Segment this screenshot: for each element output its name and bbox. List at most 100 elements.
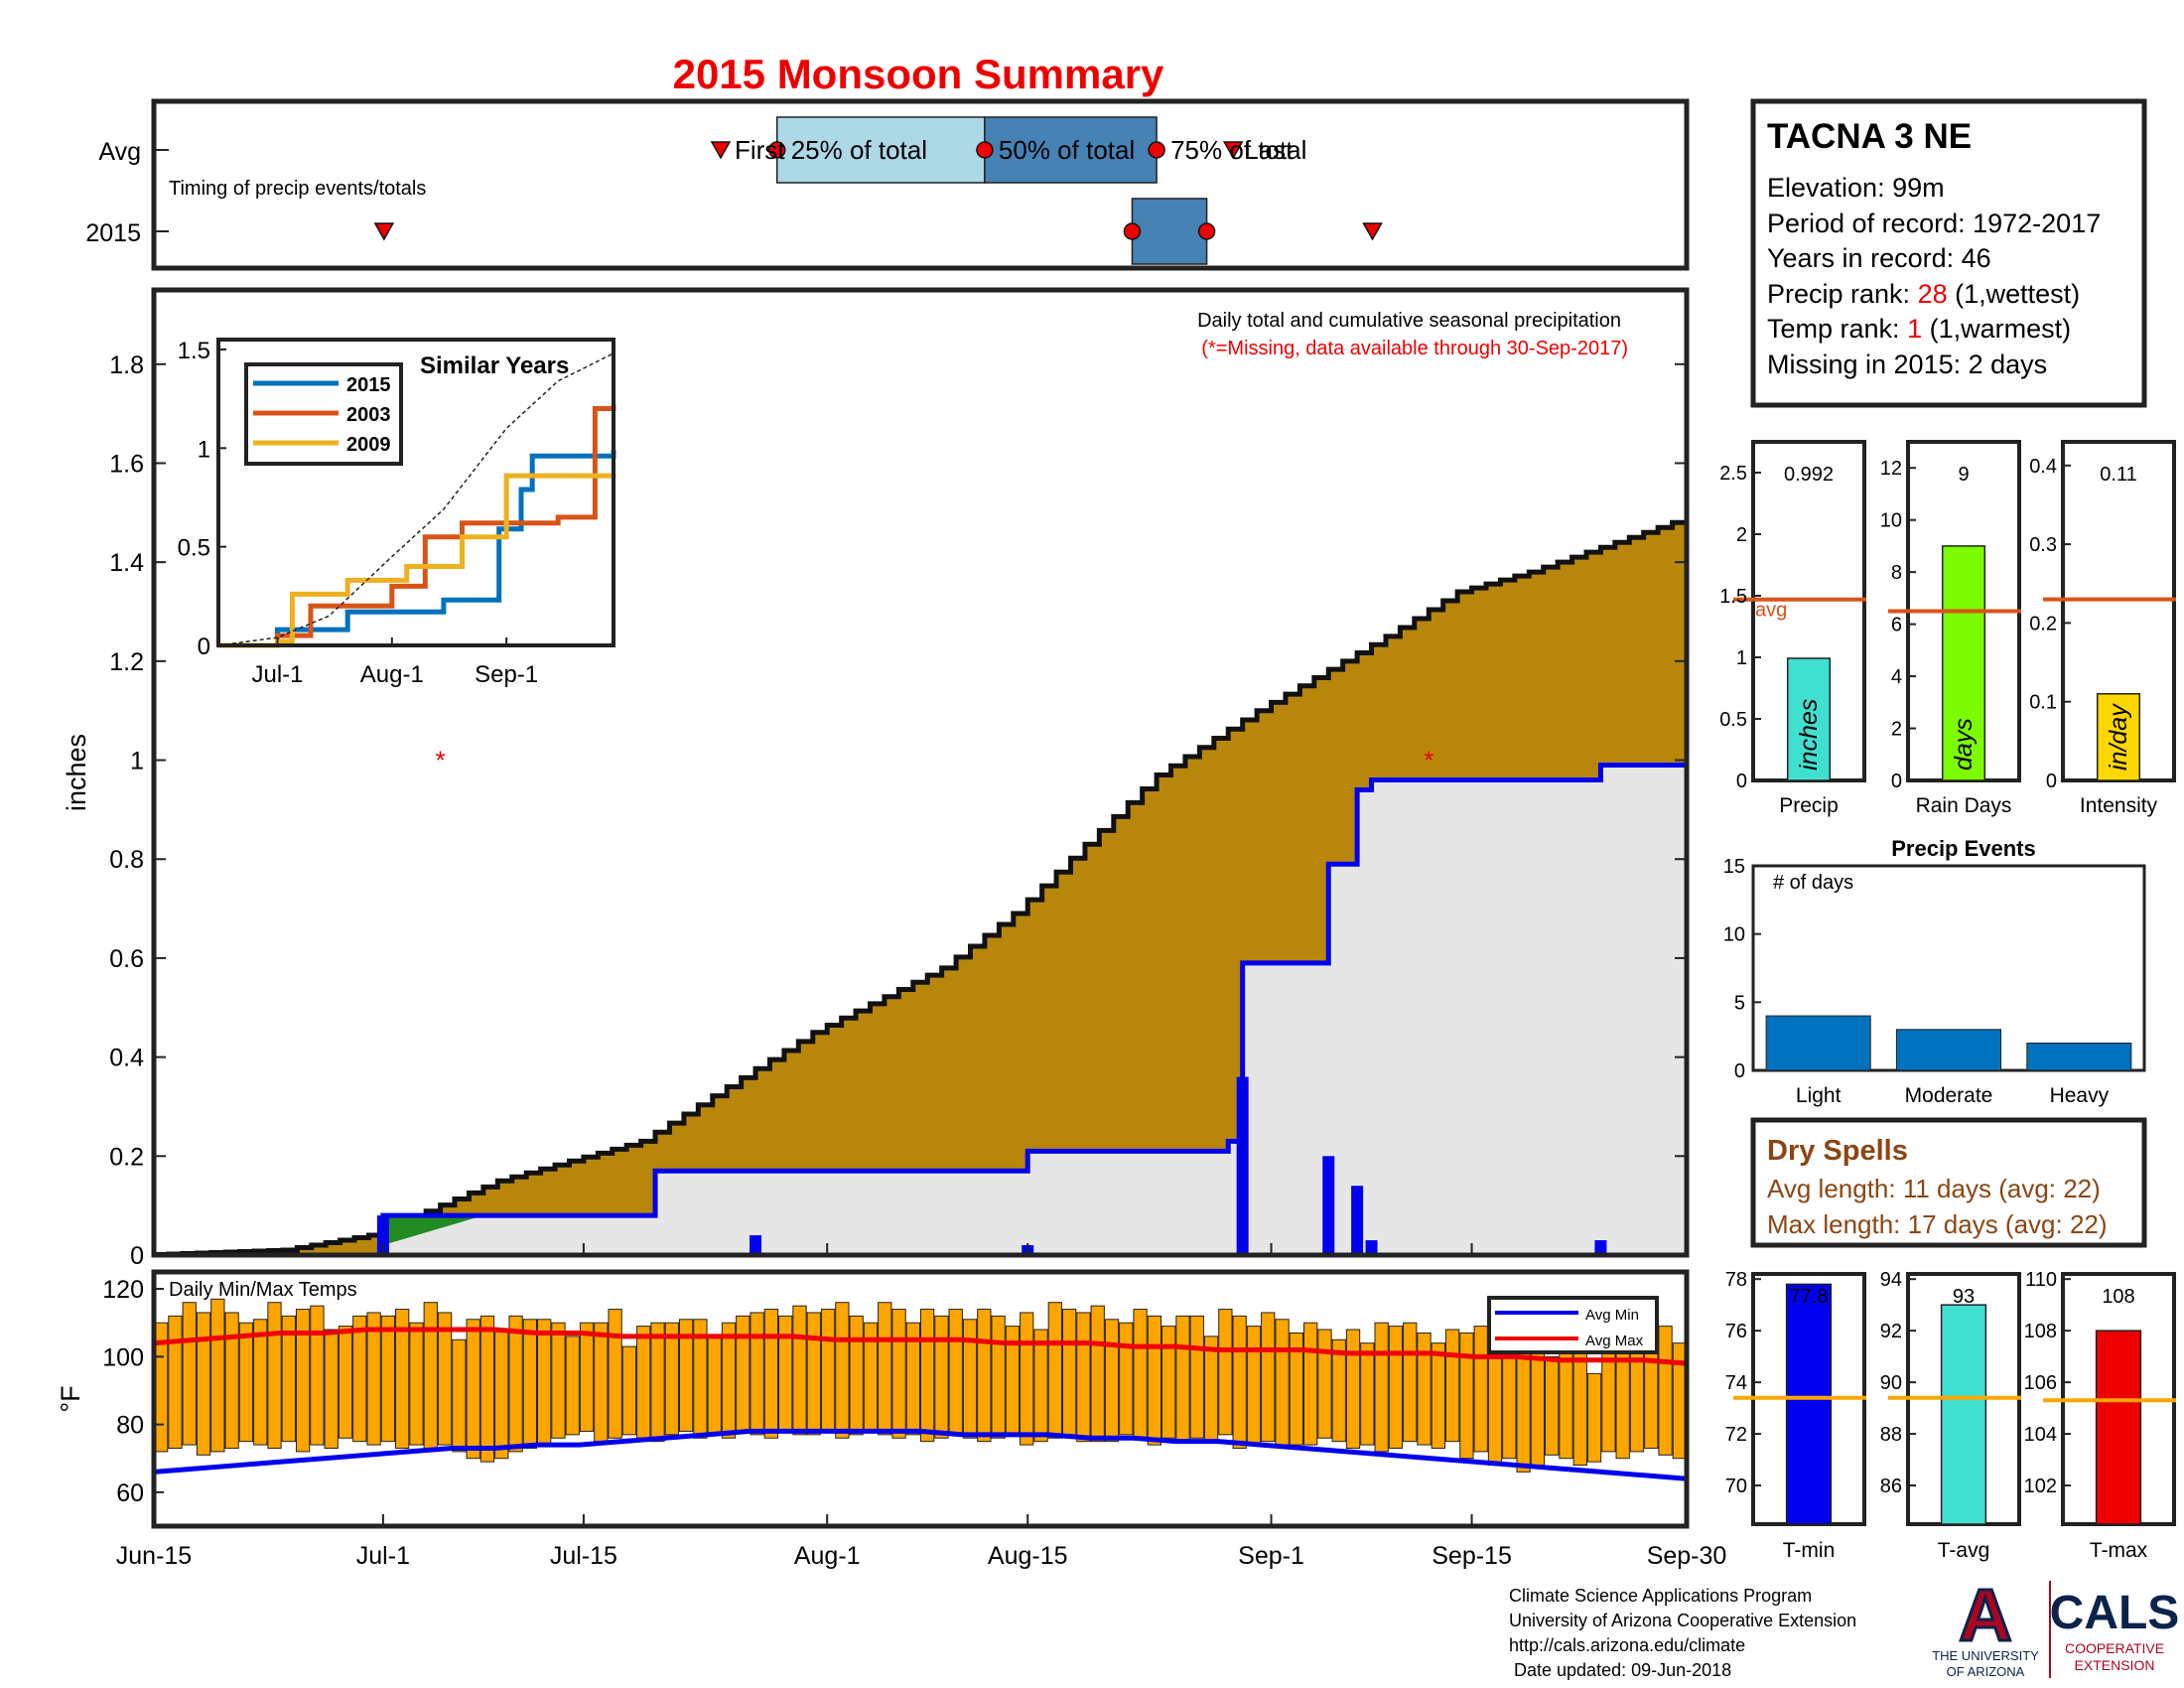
rain_days-unit: days bbox=[1950, 718, 1978, 771]
daily-temp-bar bbox=[1431, 1342, 1445, 1449]
2015-cumulative-area bbox=[154, 764, 1687, 1255]
inset-x-tick-label: Sep-1 bbox=[475, 661, 538, 688]
footer-university: University of Arizona Cooperative Extens… bbox=[1509, 1611, 1856, 1630]
daily-temp-bar bbox=[423, 1302, 438, 1449]
temp-title: Daily Min/Max Temps bbox=[169, 1279, 357, 1301]
event-bar-moderate bbox=[1895, 1029, 2002, 1071]
daily-temp-bar bbox=[934, 1315, 949, 1439]
station-elevation: Elevation: 99m bbox=[1767, 173, 1945, 203]
events-tick-label: 0 bbox=[1734, 1060, 1745, 1082]
daily-temp-bar bbox=[1275, 1319, 1290, 1446]
missing-marker: * bbox=[436, 746, 446, 775]
daily-temp-bar bbox=[1403, 1322, 1418, 1443]
daily-temp-bar bbox=[636, 1326, 651, 1439]
daily-temp-bar bbox=[1586, 1372, 1602, 1463]
daily-temp-bar bbox=[835, 1302, 850, 1439]
daily-temp-bar bbox=[1090, 1305, 1105, 1443]
daily-temp-bar bbox=[977, 1309, 992, 1443]
daily-temp-bar bbox=[650, 1322, 665, 1443]
daily-temp-bar bbox=[1047, 1302, 1062, 1439]
precip-y-tick-label: 1.4 bbox=[109, 549, 144, 577]
inset-avg-line bbox=[217, 352, 614, 646]
inset-y-tick-label: 1.5 bbox=[178, 338, 210, 364]
tmin-tick-label: 74 bbox=[1725, 1372, 1747, 1394]
daily-temp-bar bbox=[366, 1312, 381, 1446]
daily-temp-bar bbox=[1658, 1326, 1673, 1456]
inset-legend-2015: 2015 bbox=[346, 374, 391, 396]
daily-temp-bar bbox=[522, 1319, 537, 1449]
missing-marker: * bbox=[1424, 746, 1433, 775]
x-tick-label: Sep-30 bbox=[1647, 1542, 1727, 1570]
station-name: TACNA 3 NE bbox=[1767, 117, 1972, 156]
inset-x-tick-label: Jul-1 bbox=[251, 661, 303, 688]
inset-series-2003 bbox=[218, 404, 616, 648]
daily-temp-bar bbox=[437, 1312, 453, 1446]
precip-y-tick-label: 0.4 bbox=[109, 1045, 144, 1072]
avg-first-marker bbox=[710, 141, 732, 160]
daily-temp-bar bbox=[1161, 1326, 1176, 1439]
intensity-tick-label: 0.2 bbox=[2029, 613, 2057, 634]
tavg-tick-label: 94 bbox=[1880, 1269, 1902, 1291]
daily-temp-bar bbox=[991, 1315, 1006, 1439]
daily-temp-bar bbox=[466, 1319, 480, 1460]
rain_days-tick-label: 12 bbox=[1880, 458, 1902, 480]
daily-temp-bar bbox=[1133, 1309, 1148, 1439]
daily-temp-bar bbox=[352, 1315, 367, 1443]
precip-events-ylabel: # of days bbox=[1773, 872, 1853, 894]
daily-temp-bar bbox=[608, 1309, 622, 1439]
label-p25: 25% of total bbox=[791, 135, 927, 165]
intensity-tick-label: 0 bbox=[2046, 771, 2057, 792]
tmax-tick-label: 104 bbox=[2024, 1424, 2057, 1446]
label-p50: 50% of total bbox=[999, 135, 1135, 165]
event-bar-heavy bbox=[2026, 1043, 2132, 1071]
daily-temp-bar bbox=[551, 1322, 566, 1439]
timing-marks: First 25% of total 50% of total 75% of tota… bbox=[373, 116, 1383, 265]
daily-temp-bar bbox=[196, 1312, 211, 1456]
tmin-tick-label: 78 bbox=[1725, 1269, 1747, 1291]
tmin-value: 77.8 bbox=[1790, 1286, 1829, 1308]
ua-logo-letter: A bbox=[1959, 1574, 2011, 1656]
rain_days-tick-label: 0 bbox=[1891, 771, 1902, 792]
daily-temp-bar bbox=[1317, 1329, 1332, 1439]
daily-temp-bar bbox=[891, 1309, 906, 1439]
events-tick-label: 5 bbox=[1734, 992, 1745, 1014]
temp-summary-bars: 77.8 T-min 70 72 74 76 78 93 T-avg 86 88 90 92 94 108 T… bbox=[1725, 1269, 2176, 1562]
intensity-bar bbox=[2096, 693, 2141, 781]
daily-temp-bar bbox=[948, 1309, 963, 1436]
tavg-label: T-avg bbox=[1938, 1539, 1990, 1562]
inset-title: Similar Years bbox=[420, 352, 569, 379]
inset-y-tick-label: 1 bbox=[198, 436, 210, 463]
daily-temp-bar bbox=[1545, 1355, 1560, 1456]
daily-temp-bar bbox=[1175, 1315, 1190, 1443]
daily-temp-bar bbox=[962, 1319, 978, 1439]
daily-temp-bar bbox=[792, 1305, 807, 1436]
tmin-label: T-min bbox=[1783, 1539, 1836, 1562]
tmin-bar bbox=[1785, 1283, 1833, 1525]
inset-y-tick-label: 0 bbox=[198, 633, 210, 660]
intensity-tick-label: 0.4 bbox=[2029, 456, 2057, 478]
station-missing: Missing in 2015: 2 days bbox=[1767, 350, 2047, 379]
daily-temp-bar bbox=[750, 1312, 764, 1436]
event-label-light: Light bbox=[1796, 1084, 1842, 1107]
daily-temp-bar bbox=[1189, 1315, 1204, 1439]
daily-temp-bar bbox=[182, 1302, 197, 1446]
label-last: Last bbox=[1244, 135, 1294, 165]
daily-temp-bar bbox=[1303, 1322, 1318, 1446]
inset-legend-2009: 2009 bbox=[346, 434, 391, 456]
daily-temp-bar bbox=[778, 1315, 793, 1432]
x-tick-label: Jul-1 bbox=[356, 1542, 410, 1570]
inset-y-tick-label: 0.5 bbox=[178, 535, 210, 562]
daily-temp-bar bbox=[1444, 1329, 1460, 1443]
daily-temp-bar bbox=[849, 1315, 864, 1436]
footer-date: Date updated: 09-Jun-2018 bbox=[1509, 1660, 1731, 1680]
daily-temp-bar bbox=[1119, 1322, 1134, 1436]
daily-temp-bar bbox=[295, 1309, 311, 1453]
daily-temp-bar bbox=[1061, 1309, 1077, 1436]
tmin-tick-label: 72 bbox=[1725, 1424, 1747, 1446]
precip-y-tick-label: 0.2 bbox=[109, 1143, 144, 1171]
footer: Climate Science Applications Program Uni… bbox=[1509, 1586, 1856, 1680]
tmax-bar bbox=[2095, 1330, 2142, 1525]
daily-temp-bar bbox=[380, 1315, 396, 1443]
avg-last-marker bbox=[1222, 141, 1244, 160]
